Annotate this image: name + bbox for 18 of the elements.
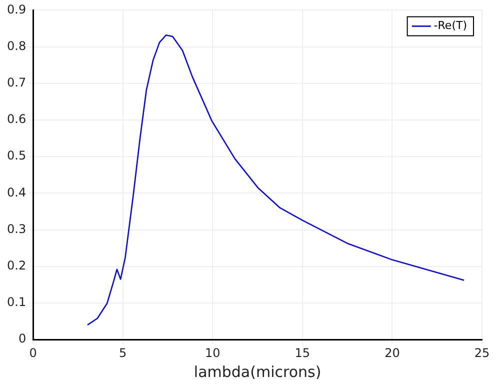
x-tick-label: 25 (474, 346, 490, 360)
y-tick-label: 0.5 (6, 148, 26, 163)
x-tick-label: 20 (384, 346, 400, 360)
y-tick-label: 0.1 (6, 295, 26, 310)
x-tick-label: 10 (205, 346, 220, 360)
x-tick-label: 15 (294, 346, 310, 360)
x-tick-label: 5 (119, 346, 127, 360)
x-axis-title: lambda(microns) (194, 362, 322, 381)
y-tick-label: 0.9 (6, 2, 26, 16)
y-tick-label: 0.4 (6, 185, 26, 200)
y-tick-label: 0.8 (6, 38, 26, 53)
y-tick-label: 0 (18, 332, 26, 346)
y-tick-label: 0.3 (6, 222, 26, 236)
legend-label: -Re(T) (434, 19, 468, 32)
y-tick-label: 0.7 (6, 76, 26, 90)
y-tick-label: 0.6 (6, 112, 26, 126)
x-tick-label: 0 (29, 346, 37, 360)
y-tick-label: 0.2 (6, 258, 26, 273)
